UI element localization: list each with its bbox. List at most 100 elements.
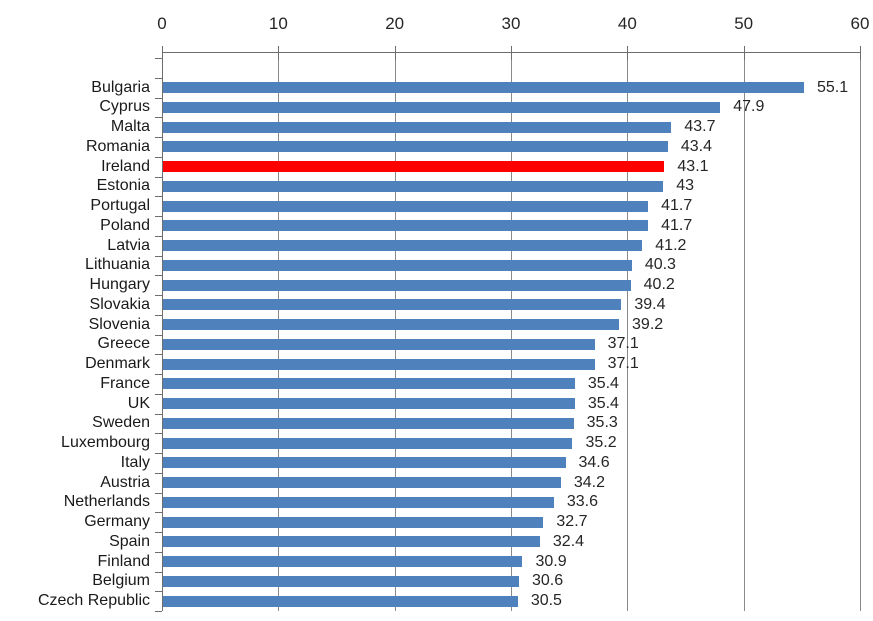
category-axis-tick <box>155 137 162 138</box>
category-label: Slovenia <box>88 315 150 333</box>
x-axis-tick-label: 50 <box>734 14 754 33</box>
category-label: Slovakia <box>89 295 150 313</box>
category-label: Greece <box>97 335 150 353</box>
x-axis-tick <box>278 46 280 60</box>
x-axis-tick-label: 40 <box>617 14 637 33</box>
value-label: 43 <box>676 177 695 195</box>
category-axis-tick <box>155 196 162 198</box>
bar <box>163 299 622 311</box>
bar <box>163 358 595 370</box>
bar <box>163 595 518 607</box>
category-axis-tick <box>155 551 162 553</box>
category-axis-tick <box>155 453 162 454</box>
value-label: 30.6 <box>531 572 564 590</box>
value-label: 47.9 <box>733 98 765 116</box>
category-label: Portugal <box>90 197 150 215</box>
value-label: 43.1 <box>677 157 709 175</box>
category-axis-tick <box>155 492 162 494</box>
gridline <box>394 52 396 611</box>
category-label: Bulgaria <box>91 78 150 96</box>
bar <box>163 457 566 469</box>
x-axis-tick <box>511 46 512 60</box>
x-axis-tick-label: 60 <box>850 14 870 33</box>
value-label: 40.3 <box>644 256 676 274</box>
bar <box>163 338 595 350</box>
gridline <box>860 52 861 611</box>
category-axis-tick <box>155 156 162 158</box>
category-axis-tick <box>155 117 162 119</box>
category-label: Latvia <box>107 236 150 254</box>
category-axis-tick <box>155 97 162 99</box>
category-axis-tick <box>155 611 162 612</box>
category-axis-tick <box>155 512 162 514</box>
x-axis-tick <box>743 46 745 60</box>
value-label: 35.4 <box>587 374 619 392</box>
category-axis-tick <box>155 472 162 474</box>
bar <box>163 259 632 271</box>
value-label: 40.2 <box>643 276 675 294</box>
category-axis-tick <box>155 571 162 573</box>
category-label: Hungary <box>89 276 150 294</box>
category-axis-tick <box>155 354 162 356</box>
bar <box>163 279 631 291</box>
value-label: 37.1 <box>607 355 639 373</box>
x-axis-tick <box>860 46 861 60</box>
value-label: 43.7 <box>684 118 716 136</box>
bar <box>163 378 575 390</box>
category-axis-tick <box>155 374 162 375</box>
x-axis-tick-label: 0 <box>157 14 167 33</box>
x-axis-tick <box>394 46 396 60</box>
gridline <box>627 52 629 611</box>
bar <box>163 101 721 113</box>
category-axis-tick <box>155 295 162 296</box>
bar <box>163 220 649 232</box>
bar <box>163 319 620 331</box>
value-label: 35.2 <box>585 434 617 452</box>
category-axis-tick <box>155 413 162 415</box>
bar <box>163 141 668 153</box>
bar <box>163 556 523 568</box>
bar <box>163 575 519 587</box>
category-label: Germany <box>84 513 150 531</box>
category-label: Lithuania <box>85 256 150 274</box>
bar <box>163 82 804 94</box>
value-axis-top-line <box>162 52 860 53</box>
bar <box>163 240 643 252</box>
category-label: Ireland <box>101 157 150 175</box>
x-axis-tick-label: 10 <box>268 14 288 33</box>
value-label: 34.6 <box>578 453 610 471</box>
category-axis-line <box>162 52 163 611</box>
value-label: 32.4 <box>552 532 585 550</box>
value-label: 33.6 <box>566 493 599 511</box>
value-label: 39.4 <box>634 295 666 313</box>
bar <box>163 516 544 528</box>
category-label: Belgium <box>92 572 150 590</box>
category-label: Denmark <box>85 355 150 373</box>
bar <box>163 496 554 508</box>
value-label: 34.2 <box>573 473 605 491</box>
x-axis-tick <box>627 46 629 60</box>
category-axis-tick <box>155 77 162 79</box>
category-axis-tick <box>155 314 162 316</box>
value-label: 41.7 <box>661 197 693 215</box>
category-label: Czech Republic <box>37 592 150 610</box>
value-label: 39.2 <box>632 315 664 333</box>
category-label: Poland <box>100 216 150 234</box>
category-label: Malta <box>110 118 150 136</box>
category-axis-tick <box>155 532 162 533</box>
value-label: 43.4 <box>680 137 713 155</box>
category-axis-tick <box>155 176 162 178</box>
value-label: 32.7 <box>556 513 588 531</box>
x-axis-tick-label: 30 <box>501 14 521 33</box>
category-axis-tick <box>155 275 162 277</box>
category-label: UK <box>127 394 150 412</box>
value-label: 30.9 <box>535 552 567 570</box>
value-label: 41.7 <box>661 216 693 234</box>
value-label: 41.2 <box>655 236 687 254</box>
bar <box>163 121 672 133</box>
category-label: Cyprus <box>99 98 150 116</box>
x-axis-tick-label: 20 <box>385 14 405 33</box>
category-axis-tick <box>155 393 162 395</box>
value-label: 30.5 <box>530 592 562 610</box>
